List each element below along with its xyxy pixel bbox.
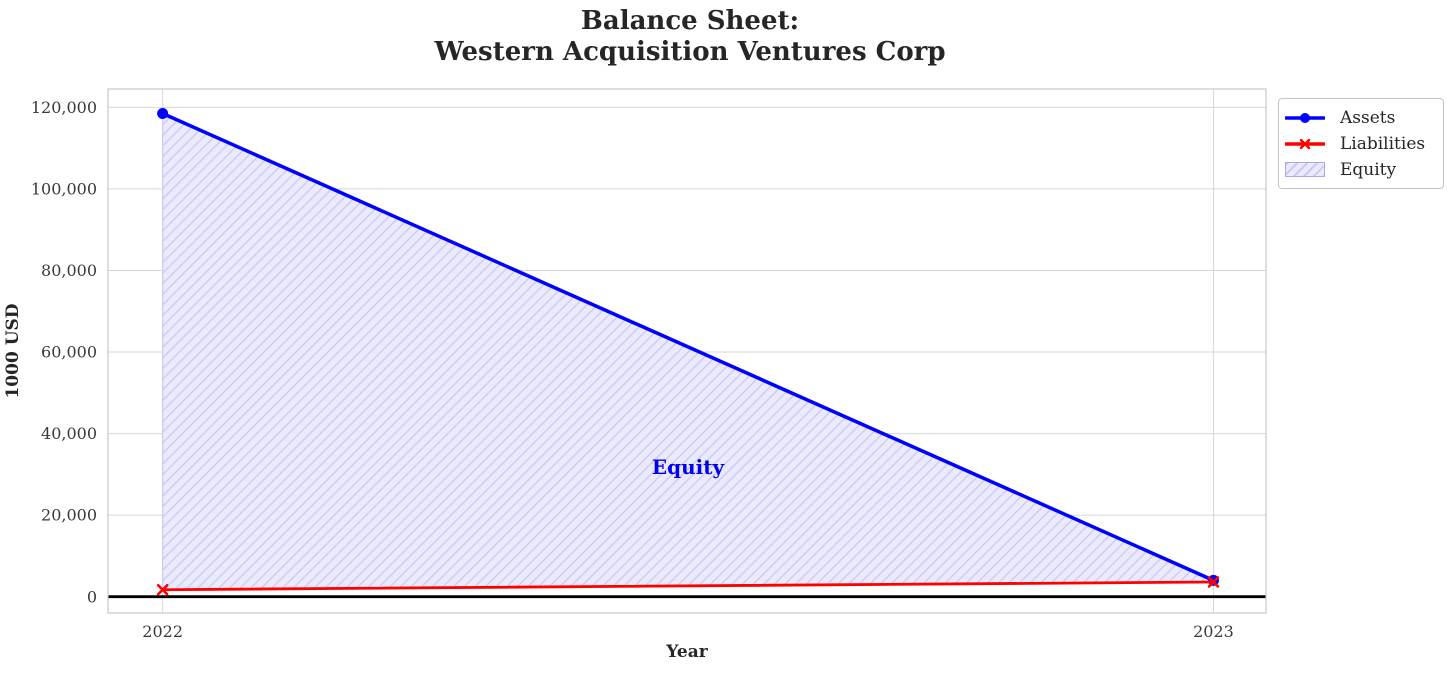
y-tick-label: 60,000 [41,343,97,362]
plot-border [107,88,1267,614]
equity-area-annotation: Equity [651,455,725,479]
liabilities-line [161,580,1215,592]
legend: Assets Liabilities Equity [1278,98,1444,189]
chart-title: Balance Sheet: Western Acquisition Ventu… [434,6,946,68]
legend-label: Liabilities [1340,133,1426,154]
assets-swatch-icon [1285,112,1325,123]
y-tick-label: 20,000 [41,506,97,525]
legend-swatch-x [1299,138,1311,149]
x-tick-label: 2023 [1193,622,1234,641]
legend-label: Equity [1340,159,1397,180]
y-tick-label: 0 [87,587,97,606]
legend-item-equity: Equity [1285,157,1435,182]
x-tick-label: 2022 [142,622,183,641]
liabilities-marker [156,583,169,596]
legend-item-liabilities: Liabilities [1285,131,1435,156]
legend-swatch-circle [1300,112,1310,123]
assets-line [160,111,1216,583]
legend-label: Assets [1340,107,1396,128]
y-tick-label: 100,000 [31,180,97,199]
assets-marker [157,107,169,119]
y-tick-label: 80,000 [41,261,97,280]
y-tick-label: 40,000 [41,424,97,443]
y-tick-label: 120,000 [31,98,97,117]
x-axis-label: Year [666,642,708,662]
liabilities-swatch-icon [1285,138,1325,149]
liabilities-marker [1207,576,1220,588]
liabilities-marker-stroke [156,583,169,596]
legend-item-assets: Assets [1285,105,1435,130]
liabilities-marker-stroke [1207,576,1220,588]
y-axis-label: 1000 USD [3,303,23,398]
equity-hatch-swatch-icon [1285,162,1325,177]
